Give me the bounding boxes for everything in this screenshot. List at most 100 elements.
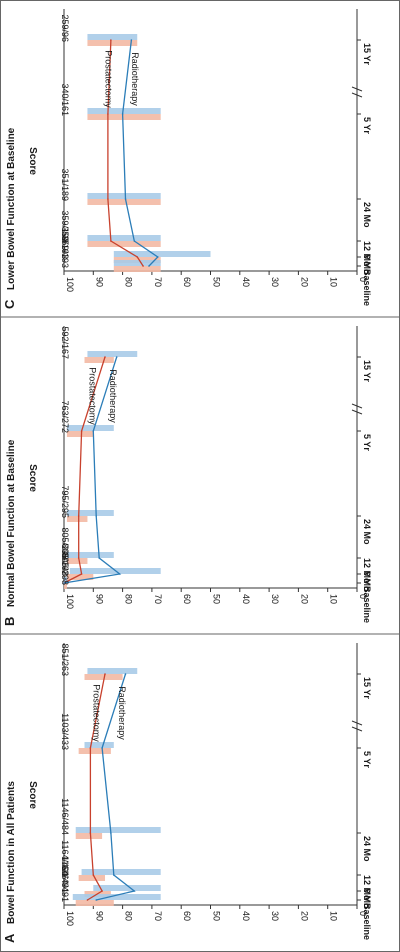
time-label: 15 Yr — [362, 43, 372, 65]
score-tick-label: 100 — [65, 911, 75, 926]
axis-break-mark — [351, 92, 363, 98]
radiotherapy-point — [98, 557, 100, 559]
count-label: 340/161 — [60, 83, 70, 116]
count-label: 359/193 — [60, 210, 70, 243]
radiotherapy-ci-band — [64, 577, 67, 583]
prostatectomy-point — [86, 899, 89, 901]
prostatectomy-point — [104, 356, 106, 358]
prostatectomy-ci-band — [84, 357, 114, 363]
count-label: 359/193 — [60, 235, 70, 268]
axis-break-mark — [351, 720, 363, 726]
radiotherapy-point — [101, 747, 103, 749]
count-label: 359/193 — [60, 226, 70, 259]
radiotherapy-point — [133, 240, 136, 242]
radiotherapy-ci-band — [72, 894, 161, 900]
prostatectomy-ci-band — [78, 875, 106, 881]
panel-a: A Bowel Function in All Patients Score 0… — [2, 643, 372, 943]
prostatectomy-ci-band — [87, 114, 161, 120]
score-tick-label: 60 — [182, 911, 192, 921]
panel-c-ylabel: Score — [27, 147, 38, 175]
radiotherapy-ci-band — [113, 260, 161, 266]
score-tick-label: 0 — [358, 911, 368, 916]
score-tick-label: 10 — [329, 911, 339, 921]
score-tick-label: 90 — [94, 911, 104, 921]
panel-a-title: Bowel Function in All Patients — [6, 781, 17, 924]
radiotherapy-point — [115, 356, 118, 358]
score-tick-label: 10 — [329, 594, 339, 604]
radiotherapy-point — [113, 874, 115, 876]
prostatectomy-point — [142, 265, 144, 267]
radiotherapy-point — [124, 673, 127, 675]
radiotherapy-series-label: Radiotherapy — [108, 369, 118, 423]
prostatectomy-ci-band — [75, 900, 114, 906]
radiotherapy-ci-band — [81, 869, 161, 875]
panel-a-letter: A — [2, 933, 17, 943]
axis-break-mark — [351, 403, 363, 409]
count-label: 795/295 — [60, 485, 70, 518]
prostatectomy-line — [63, 356, 106, 584]
prostatectomy-line — [107, 39, 144, 267]
radiotherapy-point — [118, 573, 121, 575]
prostatectomy-point — [89, 832, 92, 834]
radiotherapy-point — [92, 430, 95, 432]
prostatectomy-point — [110, 240, 112, 242]
radiotherapy-point — [63, 582, 65, 584]
count-label: 259/96 — [60, 14, 70, 42]
radiotherapy-ci-band — [87, 351, 138, 357]
axis-break-mark — [351, 726, 363, 732]
prostatectomy-point — [110, 39, 112, 41]
score-tick-label: 70 — [153, 594, 163, 604]
axis-break-mark — [351, 409, 363, 415]
score-tick-label: 100 — [65, 594, 75, 609]
score-tick-label: 100 — [65, 277, 75, 292]
time-label: Baseline — [362, 269, 372, 306]
time-label: Baseline — [362, 903, 372, 940]
prostatectomy-point — [107, 198, 109, 200]
score-tick-label: 40 — [241, 594, 251, 604]
prostatectomy-ci-band — [75, 833, 103, 839]
radiotherapy-ci-band — [87, 108, 161, 114]
time-label: 12 Mo — [362, 875, 372, 901]
count-label: 1164/491 — [60, 856, 70, 893]
prostatectomy-point — [80, 573, 83, 575]
score-tick-label: 20 — [299, 594, 309, 604]
radiotherapy-ci-band — [87, 34, 138, 40]
prostatectomy-ci-band — [66, 431, 94, 437]
prostatectomy-point — [101, 890, 103, 892]
score-tick-label: 0 — [358, 594, 368, 599]
prostatectomy-ci-band — [66, 574, 94, 580]
radiotherapy-ci-band — [66, 510, 114, 516]
radiotherapy-point — [124, 198, 127, 200]
time-label: 12 Mo — [362, 241, 372, 267]
panel-c-letter: C — [2, 299, 17, 309]
count-label: 1164/491 — [60, 865, 70, 902]
score-tick-label: 50 — [212, 277, 222, 287]
prostatectomy-series-label: Prostatectomy — [103, 50, 113, 108]
time-label: 24 Mo — [362, 519, 372, 545]
radiotherapy-series-label: Radiotherapy — [117, 686, 127, 740]
radiotherapy-point — [148, 265, 150, 267]
radiotherapy-point — [110, 832, 112, 834]
count-label: 351/189 — [60, 168, 70, 201]
radiotherapy-ci-band — [84, 742, 114, 748]
score-tick-label: 40 — [241, 911, 251, 921]
radiotherapy-point — [130, 39, 133, 41]
prostatectomy-ci-band — [113, 266, 161, 272]
count-label: 805/298 — [60, 543, 70, 576]
prostatectomy-ci-band — [64, 583, 67, 589]
time-label: 24 Mo — [362, 202, 372, 228]
prostatectomy-ci-band — [87, 199, 161, 205]
score-tick-label: 80 — [124, 277, 134, 287]
score-tick-label: 10 — [329, 277, 339, 287]
prostatectomy-point — [77, 557, 80, 559]
prostatectomy-point — [136, 256, 139, 258]
time-label: 24 Mo — [362, 836, 372, 862]
score-tick-label: 60 — [182, 594, 192, 604]
count-label: 805/298 — [60, 552, 70, 585]
score-tick-label: 40 — [241, 277, 251, 287]
score-tick-label: 20 — [299, 277, 309, 287]
prostatectomy-point — [107, 113, 109, 115]
radiotherapy-point — [133, 890, 136, 892]
score-tick-label: 80 — [124, 911, 134, 921]
